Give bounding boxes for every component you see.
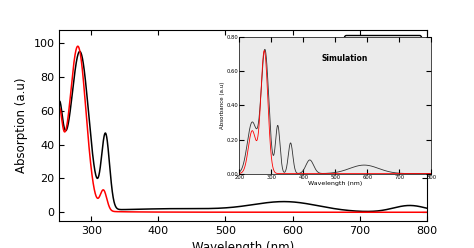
X-axis label: Wavelength (nm): Wavelength (nm) bbox=[308, 181, 363, 186]
Text: Simulation: Simulation bbox=[322, 54, 368, 62]
Legend: 5 min, 2.5 min: 5 min, 2.5 min bbox=[344, 35, 421, 67]
Y-axis label: Absorption (a.u): Absorption (a.u) bbox=[15, 77, 28, 173]
X-axis label: Wavelength (nm): Wavelength (nm) bbox=[192, 241, 294, 248]
Y-axis label: Absorbance (a.u): Absorbance (a.u) bbox=[220, 82, 225, 129]
